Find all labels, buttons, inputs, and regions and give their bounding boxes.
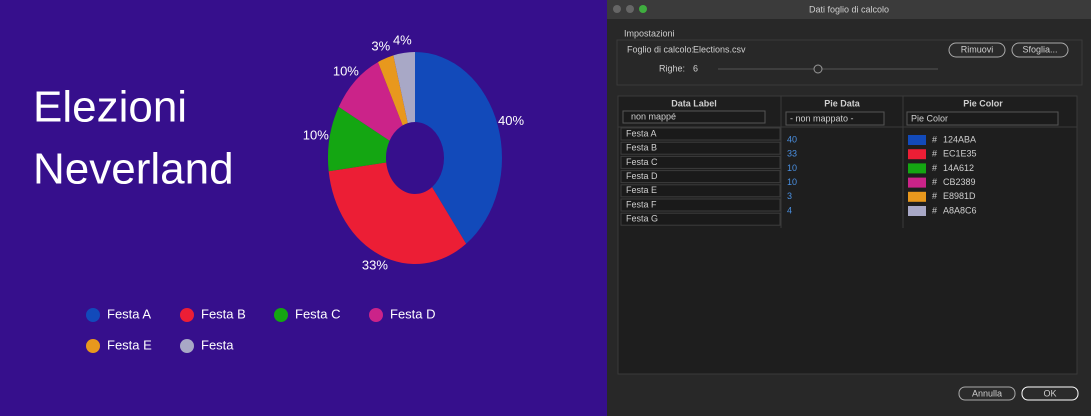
cell-input[interactable] (620, 198, 781, 212)
legend-label: Festa C (295, 306, 341, 321)
data-label: 10% (333, 63, 359, 78)
row-label[interactable]: Festa E (626, 185, 657, 195)
window-max[interactable] (639, 5, 647, 13)
dropdown[interactable] (785, 111, 885, 126)
legend-label: Festa E (107, 337, 152, 352)
window-close[interactable] (613, 5, 621, 13)
color-hex: E8981D (943, 191, 976, 201)
color-hex: EC1E35 (943, 149, 977, 159)
rows-label: Righe: (659, 63, 685, 73)
legend-label: Festa (201, 337, 234, 352)
color-swatch[interactable] (908, 206, 926, 216)
data-label: 40% (498, 113, 524, 128)
legend-swatch (274, 308, 288, 322)
button-label[interactable]: OK (1043, 388, 1056, 398)
button-label[interactable]: Annulla (972, 388, 1002, 398)
legend-swatch (180, 339, 194, 353)
section-label: Impostazioni (624, 28, 675, 38)
dropdown-label[interactable]: non mappé (631, 111, 676, 121)
cell-input[interactable] (620, 170, 781, 184)
window-min[interactable] (626, 5, 634, 13)
pie-slice (338, 62, 403, 141)
pie-slice (328, 106, 390, 172)
color-hex: 14A612 (943, 163, 974, 173)
legend-swatch (180, 308, 194, 322)
dropdown[interactable] (906, 111, 1059, 126)
row-data: 10 (787, 177, 797, 187)
column-header: Data Label (671, 98, 717, 108)
dropdown[interactable] (622, 110, 766, 124)
cell-input[interactable] (620, 212, 781, 226)
rows-value: 6 (693, 63, 698, 73)
slider-thumb[interactable] (813, 64, 823, 74)
data-label: 33% (362, 258, 388, 273)
cell-input[interactable] (620, 127, 781, 141)
color-hex: 124ABA (943, 134, 976, 144)
row-data: 10 (787, 163, 797, 173)
legend-swatch (369, 308, 383, 322)
color-swatch[interactable] (908, 191, 926, 202)
pie-slice (415, 52, 502, 244)
row-label[interactable]: Festa B (626, 143, 657, 153)
button[interactable] (948, 42, 1006, 58)
legend-label: Festa D (390, 306, 436, 321)
button[interactable] (958, 386, 1016, 401)
button-label[interactable]: Sfoglia... (1022, 44, 1057, 54)
legend-swatch (86, 308, 100, 322)
row-label[interactable]: Festa C (626, 157, 658, 167)
button-label[interactable]: Rimuovi (961, 44, 994, 54)
cell-input[interactable] (620, 184, 781, 198)
column-header: Pie Data (824, 98, 861, 108)
slide-bg (0, 0, 607, 416)
hash: # (932, 205, 937, 215)
hash: # (932, 177, 937, 187)
dropdown-label[interactable]: Pie Color (911, 113, 948, 123)
row-data: 40 (787, 134, 797, 144)
cell-input[interactable] (620, 141, 781, 155)
file-name: Elections.csv (693, 44, 746, 54)
row-label[interactable]: Festa D (626, 171, 658, 181)
hash: # (932, 191, 937, 201)
button[interactable] (1021, 386, 1079, 401)
chart-title: Neverland (33, 145, 234, 194)
color-hex: CB2389 (943, 177, 976, 187)
button[interactable] (1011, 42, 1069, 58)
pie-slice (377, 55, 408, 126)
pie-slice (328, 162, 467, 264)
settings-box (616, 39, 1083, 86)
data-label: 3% (371, 38, 390, 53)
dialog-title: Dati foglio di calcolo (809, 4, 889, 14)
dropdown-label[interactable]: - non mappato - (790, 113, 854, 123)
color-swatch[interactable] (908, 163, 926, 174)
row-label[interactable]: Festa F (626, 199, 657, 209)
chart-title: Elezioni (33, 83, 187, 132)
column-header: Pie Color (963, 98, 1003, 108)
row-label[interactable]: Festa G (626, 214, 658, 224)
hash: # (932, 163, 937, 173)
legend-swatch (86, 339, 100, 353)
row-data: 33 (787, 149, 797, 159)
hash: # (932, 134, 937, 144)
color-swatch[interactable] (908, 149, 926, 160)
pie-slice (393, 52, 415, 124)
color-hex: A8A8C6 (943, 205, 977, 215)
legend-label: Festa B (201, 306, 246, 321)
hash: # (932, 149, 937, 159)
legend-label: Festa A (107, 306, 151, 321)
data-label: 4% (393, 32, 412, 47)
row-data: 3 (787, 191, 792, 201)
row-data: 4 (787, 205, 792, 215)
row-label[interactable]: Festa A (626, 128, 657, 138)
color-swatch[interactable] (908, 135, 926, 145)
data-label: 10% (303, 127, 329, 142)
color-swatch[interactable] (908, 177, 926, 188)
title-bar (607, 0, 1091, 19)
cell-input[interactable] (620, 155, 781, 169)
file-label: Foglio di calcolo: (627, 44, 694, 54)
